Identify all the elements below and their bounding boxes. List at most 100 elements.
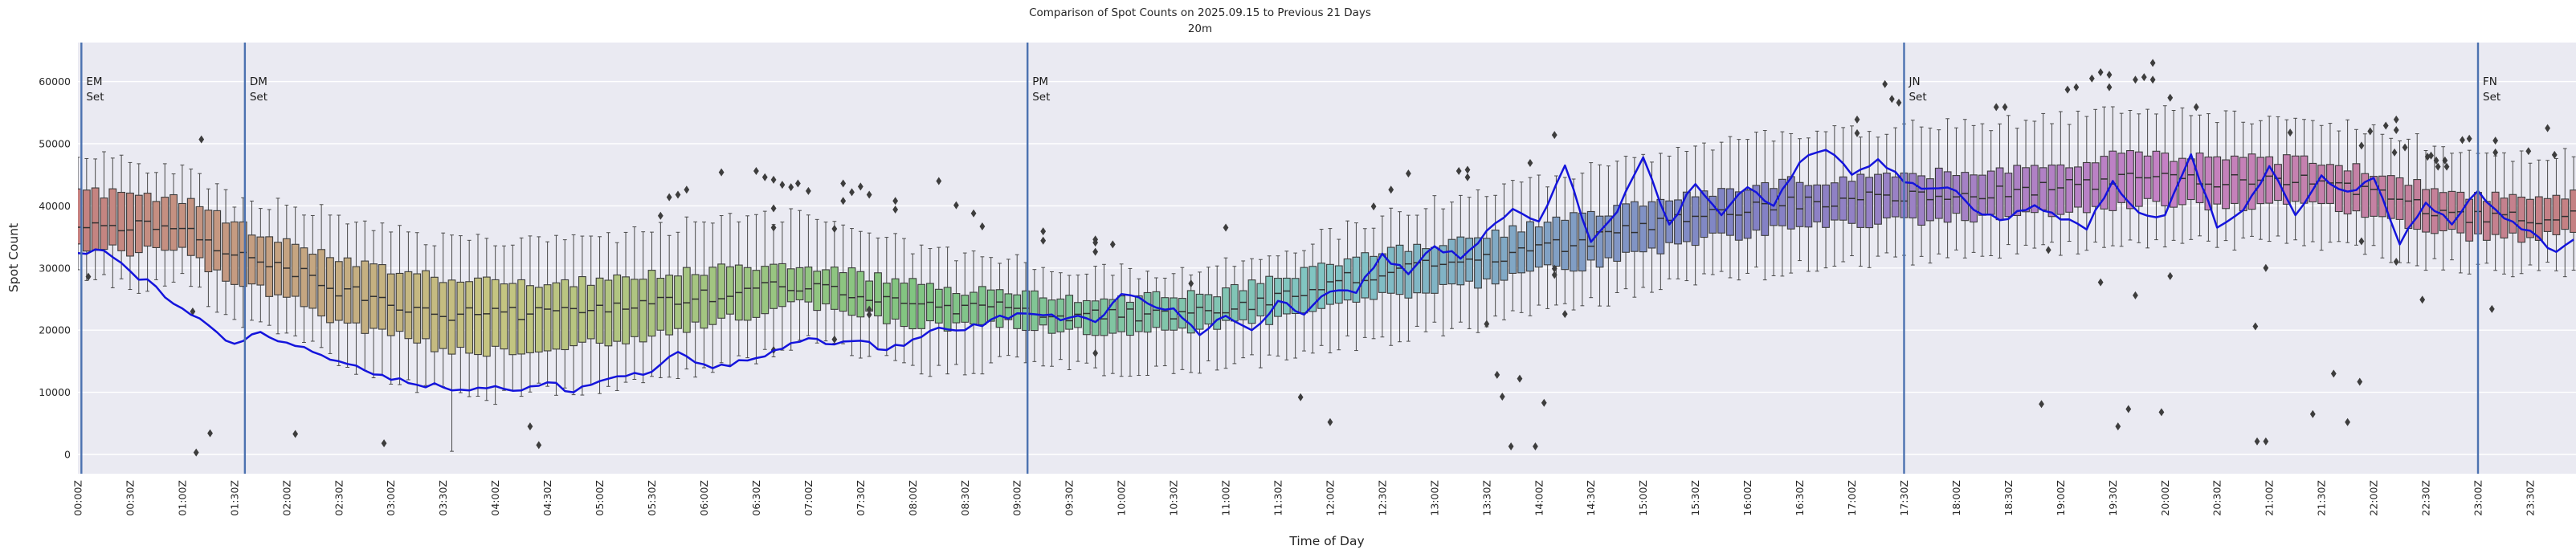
- box: [543, 284, 552, 352]
- box: [2100, 156, 2109, 210]
- outlier-point: [198, 135, 205, 144]
- box: [1030, 290, 1039, 332]
- outlier-point: [2525, 147, 2532, 156]
- outlier-point: [1092, 238, 1099, 247]
- box: [1934, 167, 1943, 219]
- outlier-point: [2466, 134, 2472, 143]
- outlier-point: [1551, 264, 1557, 273]
- box: [1995, 167, 2004, 221]
- box: [613, 274, 622, 342]
- outlier-point: [684, 185, 690, 194]
- box: [1430, 246, 1439, 294]
- box: [578, 276, 586, 343]
- box: [665, 275, 674, 336]
- x-tick-label: 09:30Z: [1063, 480, 1076, 516]
- sunset-label-jn: JN: [1908, 75, 1920, 88]
- box: [2361, 173, 2370, 218]
- outlier-point: [2460, 136, 2465, 145]
- box: [786, 268, 795, 303]
- box: [2230, 155, 2239, 204]
- sunset-label-em: EM: [86, 75, 102, 88]
- x-tick-label: 00:00Z: [72, 480, 84, 516]
- outlier-point: [831, 335, 838, 344]
- x-tick-label: 12:00Z: [1324, 480, 1336, 516]
- x-tick-label: 10:30Z: [1168, 480, 1180, 516]
- y-tick-label: 30000: [39, 262, 71, 274]
- box: [1786, 176, 1795, 230]
- box: [900, 283, 908, 328]
- box: [1222, 287, 1230, 321]
- outlier-point: [2193, 103, 2199, 112]
- outlier-point: [1527, 158, 1533, 167]
- outlier-point: [2263, 263, 2269, 272]
- x-tick-label: 17:30Z: [1898, 480, 1910, 516]
- spot-count-line: [78, 149, 2574, 393]
- sunset-label-pm: Set: [1032, 91, 1050, 104]
- box: [2117, 153, 2126, 203]
- spot-count-line-layer: [78, 149, 2574, 393]
- box: [1352, 256, 1361, 303]
- box: [1204, 294, 1213, 325]
- outlier-point: [2254, 437, 2260, 446]
- box: [874, 272, 882, 316]
- box: [1117, 295, 1126, 332]
- box: [1647, 201, 1656, 249]
- box: [882, 283, 891, 324]
- box: [1300, 267, 1308, 314]
- box: [1865, 177, 1874, 229]
- box: [726, 266, 734, 315]
- outlier-point: [866, 190, 872, 199]
- outlier-point: [770, 175, 777, 184]
- outlier-point: [1297, 393, 1304, 401]
- outlier-point: [1562, 310, 1568, 319]
- outlier-point: [761, 173, 768, 181]
- box: [708, 267, 717, 325]
- x-tick-label: 02:30Z: [333, 480, 345, 516]
- outlier-point: [1040, 227, 1047, 236]
- outlier-point: [849, 188, 855, 197]
- x-tick-label: 12:30Z: [1376, 480, 1388, 516]
- x-tick-label: 04:00Z: [489, 480, 501, 516]
- box: [1526, 221, 1534, 272]
- box: [404, 271, 413, 340]
- outlier-point: [657, 211, 663, 220]
- box: [2509, 193, 2517, 234]
- outlier-point: [2488, 304, 2495, 313]
- box: [1239, 290, 1247, 320]
- x-tick-label: 18:30Z: [2002, 480, 2015, 516]
- box: [1282, 277, 1291, 315]
- outlier-point: [2125, 405, 2132, 413]
- x-tick-label: 21:30Z: [2316, 480, 2328, 516]
- box: [1743, 189, 1752, 239]
- x-tick-label: 15:30Z: [1689, 480, 1701, 516]
- box: [1561, 219, 1570, 271]
- outlier-point: [2073, 83, 2080, 92]
- box: [2082, 161, 2091, 214]
- box: [1847, 181, 1856, 224]
- outlier-point: [970, 209, 977, 218]
- box: [195, 206, 204, 259]
- outlier-point: [1484, 320, 1490, 328]
- y-tick-label: 20000: [39, 324, 71, 336]
- box: [1656, 198, 1665, 255]
- outlier-point: [2551, 150, 2558, 159]
- box: [943, 287, 952, 332]
- box: [2247, 153, 2256, 210]
- box: [1856, 173, 1865, 228]
- box: [1630, 201, 1639, 252]
- y-tick-label: 0: [64, 449, 71, 461]
- outlier-point: [2106, 83, 2113, 92]
- box: [1604, 215, 1613, 259]
- box: [117, 191, 126, 251]
- box: [839, 272, 847, 312]
- box: [1178, 298, 1186, 329]
- box: [186, 198, 195, 256]
- box: [770, 263, 778, 309]
- box: [1508, 225, 1517, 274]
- outlier-point: [2287, 128, 2293, 137]
- outlier-point: [207, 429, 213, 438]
- box: [2022, 167, 2030, 213]
- x-tick-label: 01:00Z: [176, 480, 188, 516]
- outlier-point: [1092, 247, 1099, 256]
- outlier-point: [2115, 422, 2121, 431]
